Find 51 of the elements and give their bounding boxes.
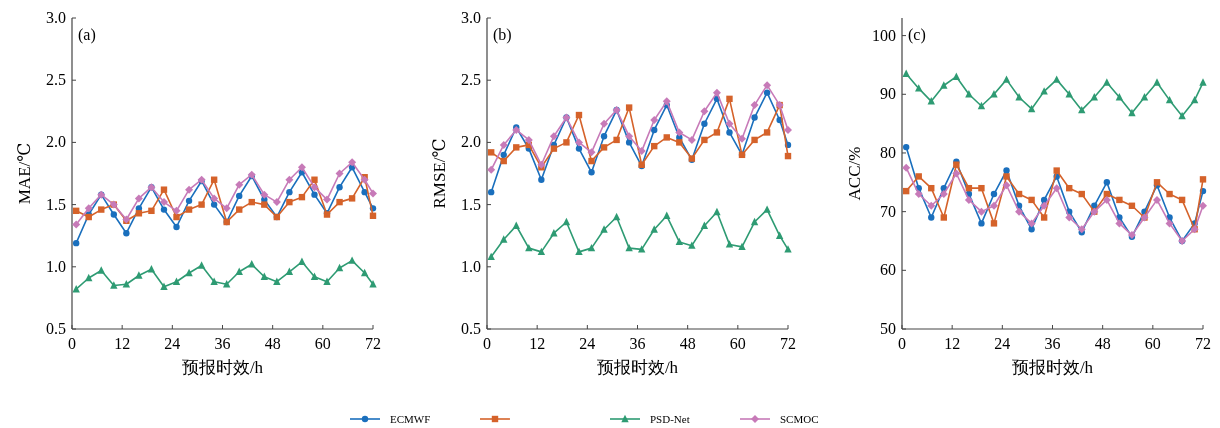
y-axis-title: ACC/%: [845, 146, 864, 201]
y-axis-title: MAE/℃: [15, 142, 34, 205]
x-tick-label: 48: [1094, 335, 1111, 352]
x-tick-label: 24: [994, 335, 1011, 352]
y-tick-label: 0.5: [461, 320, 481, 337]
y-tick-label: 100: [872, 26, 896, 44]
x-tick-label: 12: [944, 335, 961, 352]
x-axis-title: 预报时效/h: [596, 358, 679, 377]
y-tick-label: 3.0: [46, 9, 66, 26]
y-axis-title: RMSE/℃: [430, 138, 449, 209]
legend-label: PSD-Net: [650, 413, 690, 425]
y-tick-label: 90: [880, 85, 896, 103]
x-tick-label: 12: [114, 335, 131, 352]
y-tick-label: 50: [880, 320, 896, 337]
annotation: (a): [78, 26, 96, 44]
y-tick-label: 1.5: [46, 195, 66, 213]
x-tick-label: 36: [629, 335, 646, 352]
y-tick-label: 0.5: [46, 320, 66, 337]
y-tick-label: 2.0: [46, 133, 66, 151]
x-tick-label: 24: [579, 335, 596, 352]
legend-label: ECMWF: [390, 413, 431, 425]
y-tick-label: 60: [880, 261, 896, 279]
x-tick-label: 48: [264, 335, 281, 352]
x-tick-label: 0: [898, 335, 906, 352]
y-tick-label: 1.5: [461, 195, 481, 213]
y-tick-label: 80: [880, 143, 896, 161]
x-tick-label: 60: [1144, 335, 1161, 352]
y-tick-label: 2.5: [46, 71, 66, 89]
x-tick-label: 48: [679, 335, 696, 352]
y-tick-label: 2.0: [461, 133, 481, 151]
x-tick-label: 72: [365, 335, 381, 352]
x-axis-title: 预报时效/h: [1011, 358, 1094, 377]
legend-label: SCMOC: [780, 413, 819, 425]
y-tick-label: 1.0: [461, 257, 481, 275]
x-axis-title: 预报时效/h: [181, 358, 264, 377]
x-tick-label: 36: [1044, 335, 1061, 352]
x-tick-label: 24: [164, 335, 181, 352]
annotation: (b): [493, 26, 512, 44]
y-tick-label: 1.0: [46, 257, 66, 275]
x-tick-label: 12: [529, 335, 546, 352]
x-tick-label: 60: [729, 335, 746, 352]
x-tick-label: 72: [780, 335, 796, 352]
y-tick-label: 70: [880, 202, 896, 220]
x-tick-label: 72: [1195, 335, 1211, 352]
y-tick-label: 3.0: [461, 9, 481, 26]
x-tick-label: 0: [483, 335, 491, 352]
annotation: (c): [908, 26, 926, 44]
x-tick-label: 0: [68, 335, 76, 352]
y-tick-label: 2.5: [461, 71, 481, 89]
x-tick-label: 36: [214, 335, 231, 352]
x-tick-label: 60: [314, 335, 331, 352]
